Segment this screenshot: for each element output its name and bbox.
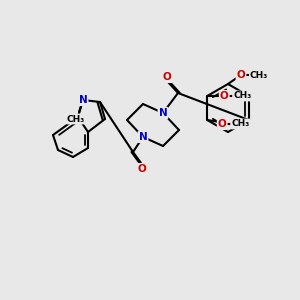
Text: O: O [218,119,226,129]
Text: N: N [159,108,167,118]
Text: O: O [138,164,146,174]
Text: O: O [237,70,245,80]
Text: CH₃: CH₃ [233,92,251,100]
Text: O: O [220,91,229,101]
Text: CH₃: CH₃ [67,115,85,124]
Text: N: N [139,132,147,142]
Text: CH₃: CH₃ [250,70,268,80]
Text: O: O [163,72,171,82]
Text: N: N [79,95,87,105]
Text: CH₃: CH₃ [231,119,249,128]
